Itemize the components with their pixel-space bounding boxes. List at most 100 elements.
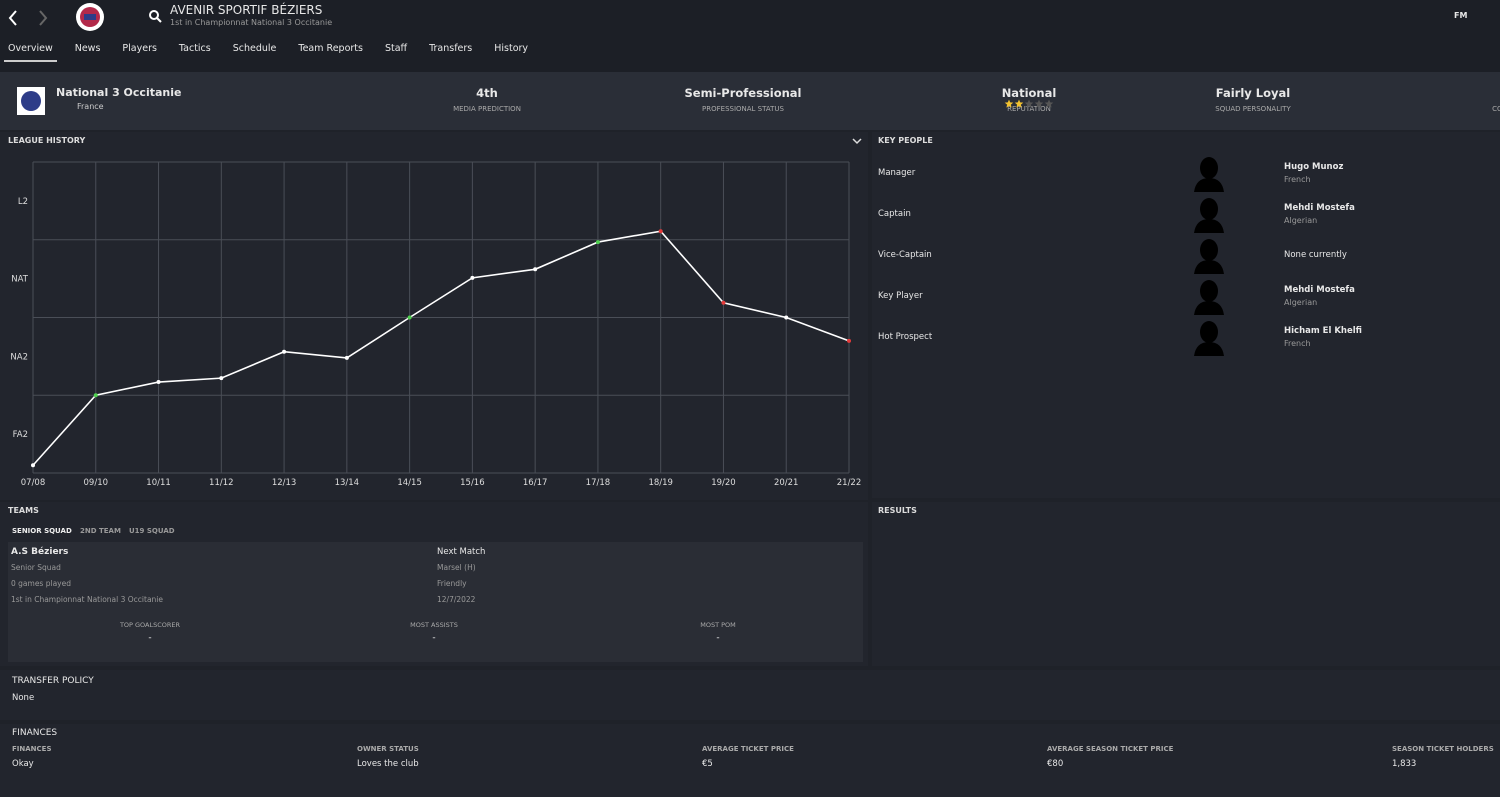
next-match: Friendly — [437, 579, 467, 588]
stat-label: MOST POM — [700, 621, 736, 629]
finance-value: Loves the club — [357, 759, 419, 769]
tab[interactable]: U19 SQUAD — [129, 527, 175, 535]
nav-item[interactable]: Staff — [384, 43, 408, 54]
team-info: 1st in Championnat National 3 Occitanie — [11, 595, 163, 604]
x-tick-label: 14/15 — [397, 478, 422, 488]
avatar — [1194, 198, 1224, 233]
team-box — [8, 542, 863, 662]
reputation-stars — [1004, 99, 1054, 108]
panel-title[interactable]: TEAMS — [8, 506, 39, 515]
x-tick-label: 20/21 — [774, 478, 799, 488]
club-subtitle: 1st in Championnat National 3 Occitanie — [170, 18, 333, 27]
league-badge — [17, 87, 45, 115]
finance-value: 1,833 — [1392, 759, 1417, 769]
tab[interactable]: SENIOR SQUAD — [12, 527, 72, 535]
league-name: National 3 Occitanie — [56, 86, 182, 99]
nav-item[interactable]: News — [74, 43, 101, 54]
x-tick-label: 19/20 — [711, 478, 736, 488]
y-tick-label: NAT — [11, 275, 29, 285]
person-name[interactable]: Mehdi Mostefa — [1284, 203, 1355, 213]
collapse-icon[interactable] — [852, 138, 862, 145]
summary-bar: National 3 Occitanie France 4th MEDIA PRE… — [0, 72, 1500, 130]
role: Hot Prospect — [878, 332, 933, 342]
history-point — [721, 300, 726, 305]
x-tick-label: 21/22 — [837, 478, 862, 488]
finance-value: €5 — [702, 759, 713, 769]
avatar — [1194, 157, 1224, 192]
history-point — [470, 275, 475, 280]
tab[interactable]: 2ND TEAM — [80, 527, 121, 535]
nav-item[interactable]: History — [494, 43, 529, 54]
finance-label: OWNER STATUS — [357, 745, 419, 753]
finance-label: AVERAGE TICKET PRICE — [702, 745, 794, 753]
next-match: Marsel (H) — [437, 563, 476, 572]
y-tick-label: L2 — [18, 197, 28, 207]
nationality: Algerian — [1284, 216, 1318, 225]
x-tick-label: 16/17 — [523, 478, 548, 488]
star — [1034, 99, 1044, 108]
x-tick-label: 11/12 — [209, 478, 234, 488]
search-icon[interactable] — [148, 9, 162, 23]
summary-label: CON — [1492, 105, 1500, 113]
history-point — [344, 355, 349, 360]
policy-value: None — [12, 693, 35, 703]
finance-label: FINANCES — [12, 745, 52, 753]
logo[interactable]: FM — [1454, 11, 1468, 20]
stat-label: MOST ASSISTS — [410, 621, 458, 629]
club-badge — [76, 3, 104, 31]
person-name[interactable]: Mehdi Mostefa — [1284, 285, 1355, 295]
summary-value: Fairly Loyal — [1215, 86, 1291, 100]
history-point — [219, 376, 224, 381]
teams-panel: TEAMS SENIOR SQUAD 2ND TEAM U19 SQUAD A.S B… — [0, 502, 868, 666]
nav-item[interactable]: Schedule — [232, 43, 277, 54]
finance-label: AVERAGE SEASON TICKET PRICE — [1047, 745, 1174, 753]
finance-value: Okay — [12, 759, 34, 769]
avatar — [1194, 280, 1224, 315]
x-tick-label: 15/16 — [460, 478, 485, 488]
panel-title[interactable]: RESULTS — [878, 506, 917, 515]
stat-value: - — [432, 633, 436, 643]
history-point — [658, 229, 663, 234]
finances-panel: FINANCES FINANCES Okay OWNER STATUS Loves t… — [0, 724, 1500, 797]
team-info: A.S Béziers — [11, 547, 69, 557]
person-name: None currently — [1284, 250, 1347, 260]
nav-arrows[interactable] — [4, 8, 54, 28]
stat-value: - — [716, 633, 720, 643]
panel-title[interactable]: KEY PEOPLE — [878, 136, 933, 145]
nav-item[interactable]: Players — [122, 43, 157, 54]
nav-menu: Overview News Players Tactics Schedule Team R… — [4, 42, 532, 62]
x-tick-label: 12/13 — [272, 478, 297, 488]
next-match: 12/7/2022 — [437, 595, 476, 604]
stat-label: TOP GOALSCORER — [119, 621, 181, 629]
summary-value: National — [1001, 86, 1057, 100]
person-name[interactable]: Hicham El Khelfi — [1284, 326, 1362, 336]
nav-item[interactable]: Team Reports — [298, 43, 363, 54]
nationality: French — [1284, 339, 1311, 348]
role: Manager — [878, 168, 916, 178]
history-point — [407, 315, 412, 320]
x-tick-label: 17/18 — [586, 478, 611, 488]
star — [1004, 99, 1014, 108]
nav-item[interactable]: Tactics — [178, 43, 211, 54]
key-people-panel: KEY PEOPLE Manager Hugo Munoz French Captai… — [872, 132, 1500, 498]
x-tick-label: 18/19 — [648, 478, 673, 488]
panel-title[interactable]: LEAGUE HISTORY — [8, 136, 86, 145]
y-tick-label: NA2 — [10, 352, 28, 362]
nav-item[interactable]: Transfers — [429, 43, 473, 54]
y-tick-label: FA2 — [13, 430, 28, 440]
country: France — [77, 102, 104, 111]
avatar — [1194, 239, 1224, 274]
history-point — [93, 393, 98, 398]
summary-label: MEDIA PREDICTION — [453, 105, 521, 113]
person-name[interactable]: Hugo Munoz — [1284, 162, 1344, 172]
finance-label: SEASON TICKET HOLDERS — [1392, 745, 1494, 753]
summary-value: Semi-Professional — [684, 86, 802, 100]
history-point — [595, 240, 600, 245]
top-bar: AVENIR SPORTIF BÉZIERS 1st in Championna… — [0, 0, 1500, 72]
nationality: Algerian — [1284, 298, 1318, 307]
avatar — [1194, 321, 1224, 356]
x-tick-label: 13/14 — [335, 478, 360, 488]
team-info: 0 games played — [11, 579, 71, 588]
nav-item[interactable]: Overview — [4, 42, 57, 62]
